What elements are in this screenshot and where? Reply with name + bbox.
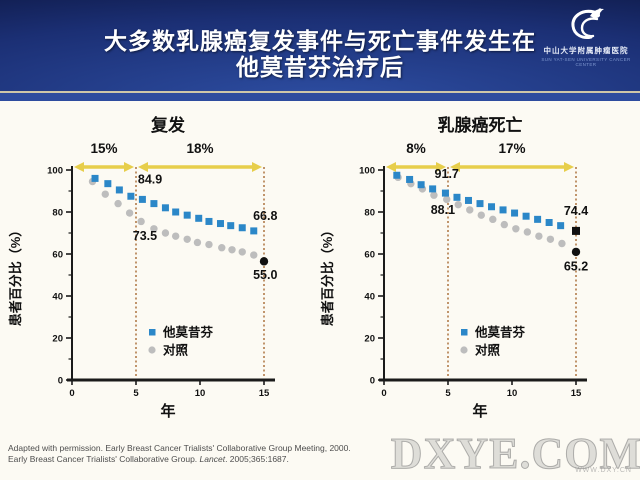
svg-text:17%: 17%: [498, 141, 525, 156]
crane-logo-icon: [571, 8, 604, 39]
svg-text:5: 5: [133, 388, 139, 399]
svg-text:73.5: 73.5: [133, 229, 157, 243]
citation: Adapted with permission. Early Breast Ca…: [8, 443, 508, 465]
chart-title: 乳腺癌死亡: [438, 115, 523, 135]
header-accent-strip: [0, 93, 640, 101]
y-axis-label: 患者百分比（%）: [8, 224, 23, 327]
value-labels: 91.7 88.1 74.4 65.2: [431, 167, 588, 273]
slide-title-line1: 大多数乳腺癌复发事件与死亡事件发生在: [104, 28, 536, 54]
svg-text:66.8: 66.8: [253, 209, 277, 223]
slide-title: 大多数乳腺癌复发事件与死亡事件发生在 他莫昔芬治疗后: [0, 28, 640, 80]
svg-text:84.9: 84.9: [138, 172, 162, 186]
series-control: [88, 177, 269, 266]
svg-text:80: 80: [52, 208, 63, 219]
svg-text:0: 0: [370, 376, 375, 387]
svg-text:0: 0: [58, 376, 63, 387]
svg-text:对照: 对照: [163, 343, 189, 358]
slide-title-line2: 他莫昔芬治疗后: [236, 54, 404, 80]
svg-text:80: 80: [364, 208, 375, 219]
end-marker: [259, 257, 269, 266]
end-marker: [571, 247, 581, 257]
series-tamoxifen: [393, 171, 580, 235]
interval-arrows: 8% 17%: [386, 141, 574, 172]
citation-line2: Early Breast Cancer Trialists' Collabora…: [8, 454, 289, 464]
svg-text:20: 20: [52, 334, 63, 345]
axes: 0 20 40 60 80 100 0 5 10 15: [359, 166, 587, 399]
svg-text:60: 60: [52, 250, 63, 261]
svg-text:88.1: 88.1: [431, 203, 455, 217]
svg-text:0: 0: [69, 388, 74, 399]
hospital-logo: 中山大学附属肿瘤医院 SUN YAT-SEN UNIVERSITY CANCER…: [534, 4, 638, 67]
watermark-subtext: WWW.DXY.CN: [575, 467, 632, 474]
svg-text:15: 15: [571, 388, 582, 399]
dotted-guide-lines: [135, 167, 265, 380]
svg-text:40: 40: [364, 292, 375, 303]
logo-org-name-en: SUN YAT-SEN UNIVERSITY CANCER CENTER: [541, 57, 631, 67]
svg-text:91.7: 91.7: [435, 167, 459, 181]
svg-text:15%: 15%: [90, 141, 117, 156]
svg-text:65.2: 65.2: [564, 260, 588, 274]
chart-title: 复发: [150, 115, 186, 135]
axes: 0 20 40 60 80 100 0 5 10 15: [47, 166, 275, 399]
svg-text:对照: 对照: [475, 343, 501, 358]
citation-line1: Adapted with permission. Early Breast Ca…: [8, 443, 351, 453]
value-labels: 84.9 73.5 66.8 55.0: [133, 172, 278, 282]
interval-arrows: 15% 18%: [74, 141, 262, 172]
svg-text:60: 60: [364, 250, 375, 261]
end-marker: [572, 226, 580, 235]
x-axis-label: 年: [160, 402, 175, 420]
svg-text:10: 10: [507, 388, 518, 399]
svg-text:100: 100: [359, 166, 375, 177]
svg-text:他莫昔芬: 他莫昔芬: [162, 325, 214, 340]
svg-text:0: 0: [381, 388, 386, 399]
dotted-guide-lines: [447, 167, 577, 380]
svg-text:55.0: 55.0: [253, 268, 277, 282]
y-axis-label: 患者百分比（%）: [320, 224, 335, 327]
slide-header: 大多数乳腺癌复发事件与死亡事件发生在 他莫昔芬治疗后 中山大学附属肿瘤医院 SU…: [0, 0, 640, 91]
svg-text:15: 15: [259, 388, 270, 399]
logo-org-name-cn: 中山大学附属肿瘤医院: [543, 46, 629, 55]
header-separator-line: [0, 91, 640, 93]
series-control: [394, 173, 581, 257]
svg-text:100: 100: [47, 166, 63, 177]
svg-text:18%: 18%: [186, 141, 213, 156]
chart-recurrence: 15% 18% 0 20 40 60 80 100 0 5 10 15 复发年 患者百分比（%） 84.9 7…: [8, 115, 278, 420]
x-axis-label: 年: [472, 402, 487, 420]
svg-text:10: 10: [195, 388, 206, 399]
svg-text:20: 20: [364, 334, 375, 345]
svg-text:74.4: 74.4: [564, 204, 588, 218]
svg-text:5: 5: [445, 388, 451, 399]
series-tamoxifen: [91, 174, 258, 235]
svg-text:40: 40: [52, 292, 63, 303]
svg-text:他莫昔芬: 他莫昔芬: [474, 325, 526, 340]
svg-text:8%: 8%: [406, 141, 426, 156]
